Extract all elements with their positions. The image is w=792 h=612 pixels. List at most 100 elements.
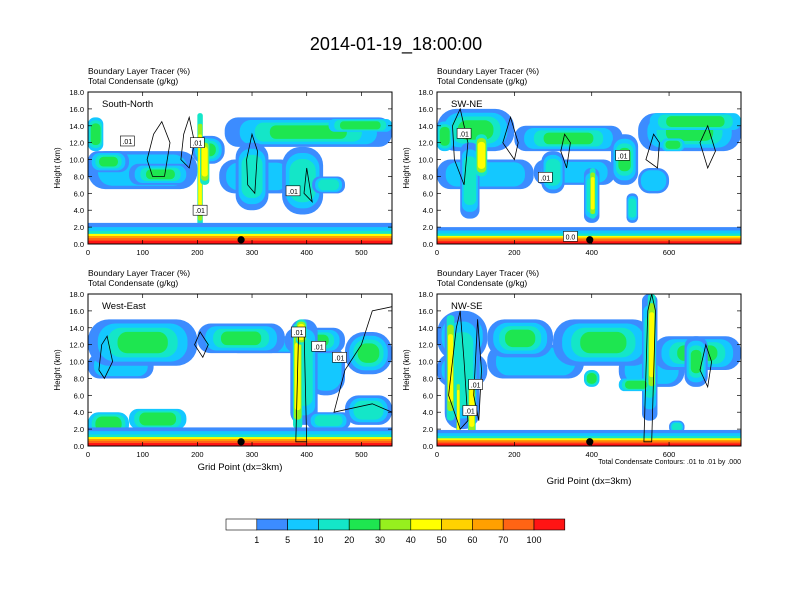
x-tick-label: 100 bbox=[136, 248, 149, 257]
tracer-column bbox=[590, 177, 595, 210]
condensate-contour bbox=[452, 107, 469, 186]
colorbar: 1 5 10 20 30 40 50 60 70 100 bbox=[225, 518, 566, 545]
contour-label-box bbox=[537, 171, 553, 183]
y-tick-label: 10.0 bbox=[418, 358, 433, 367]
condensate-contour bbox=[502, 115, 519, 161]
cloud-edge bbox=[640, 170, 667, 192]
cloud-core bbox=[666, 116, 725, 127]
y-tick-label: 6.0 bbox=[74, 189, 84, 198]
upper-cloud-band bbox=[220, 331, 262, 346]
panel-sw-ne: .01 .01 .01 0.0 0.0 2.0 4.0 6.0 8.0 10.0 12.0 14.0 1… bbox=[402, 66, 742, 257]
convective-tower bbox=[671, 422, 682, 432]
colorbar-label: 60 bbox=[467, 535, 477, 545]
upper-cloud-band bbox=[505, 329, 536, 348]
upper-cloud-band bbox=[117, 331, 168, 354]
contour-label: .01 bbox=[335, 355, 345, 362]
figure-title: 2014-01-19_18:00:00 bbox=[310, 34, 482, 55]
y-tick-label: 16.0 bbox=[69, 307, 84, 316]
y-tick-label: 10.0 bbox=[69, 156, 84, 165]
condensate-contour bbox=[560, 133, 571, 169]
y-tick-label: 18.0 bbox=[69, 88, 84, 97]
subtitle-line2: Total Condensate (g/kg) bbox=[437, 278, 527, 288]
contour-label-box bbox=[462, 405, 478, 416]
contour-label-box bbox=[615, 150, 630, 161]
y-tick-label: 16.0 bbox=[69, 105, 84, 114]
panel-label: NW-SE bbox=[451, 301, 483, 312]
x-tick-label: 0 bbox=[435, 248, 439, 257]
tracer-column bbox=[448, 334, 454, 402]
y-tick-label: 0.0 bbox=[423, 240, 433, 249]
y-tick-label: 12.0 bbox=[418, 341, 433, 350]
colorbar-swatch bbox=[379, 518, 412, 531]
y-tick-label: 8.0 bbox=[423, 374, 433, 383]
colorbar-label: 1 bbox=[254, 535, 259, 545]
y-tick-label: 8.0 bbox=[74, 172, 84, 181]
convective-tower bbox=[628, 198, 637, 218]
heatmap-field: .01 .01 .01 .01 bbox=[88, 92, 392, 244]
y-tick-label: 2.0 bbox=[74, 425, 84, 434]
upper-cloud-band bbox=[99, 156, 118, 167]
contour-label: .01 bbox=[540, 175, 550, 182]
colorbar-label: 30 bbox=[375, 535, 385, 545]
x-tick-label: 200 bbox=[191, 450, 204, 459]
station-marker bbox=[586, 438, 594, 446]
y-tick-label: 18.0 bbox=[418, 88, 433, 97]
upper-cloud-band bbox=[543, 132, 594, 145]
convective-tower bbox=[463, 156, 477, 205]
y-tick-label: 14.0 bbox=[69, 122, 84, 131]
colorbar-swatch bbox=[533, 518, 566, 531]
cloud-core bbox=[586, 373, 597, 384]
panel-label: South-North bbox=[102, 99, 153, 110]
contour-label-box bbox=[120, 135, 135, 147]
contour-label: .01 bbox=[465, 409, 475, 416]
contour-label: .01 bbox=[122, 139, 132, 146]
colorbar-swatch bbox=[287, 518, 319, 531]
contour-label-box bbox=[332, 352, 347, 363]
y-tick-label: 6.0 bbox=[74, 391, 84, 400]
y-tick-label: 6.0 bbox=[423, 189, 433, 198]
upper-cloud-band bbox=[580, 331, 627, 354]
upper-cloud-band bbox=[690, 349, 702, 374]
y-tick-label: 2.0 bbox=[423, 425, 433, 434]
panel-frame bbox=[436, 91, 742, 245]
convective-tower bbox=[241, 154, 263, 199]
convective-tower bbox=[353, 400, 384, 420]
contour-label: 0.0 bbox=[566, 234, 576, 241]
x-tick-label: 600 bbox=[663, 450, 676, 459]
tracer-column bbox=[649, 312, 655, 378]
subtitle-line1: Boundary Layer Tracer (%) bbox=[437, 66, 539, 76]
y-tick-label: 12.0 bbox=[69, 139, 84, 148]
upper-cloud-band bbox=[357, 343, 380, 363]
cloud-core bbox=[90, 123, 101, 146]
y-tick-label: 10.0 bbox=[69, 358, 84, 367]
heatmap-field: .01 .01 .01 0.0 bbox=[437, 92, 741, 244]
colorbar-label: 40 bbox=[406, 535, 416, 545]
contour-label-box bbox=[291, 326, 306, 338]
x-tick-label: 300 bbox=[246, 450, 259, 459]
x-tick-label: 400 bbox=[300, 248, 313, 257]
condensate-contour bbox=[699, 124, 716, 170]
x-tick-label: 200 bbox=[191, 248, 204, 257]
x-tick-label: 500 bbox=[355, 248, 368, 257]
condensate-contour bbox=[246, 132, 258, 195]
station-marker bbox=[237, 438, 245, 446]
subtitle-line2: Total Condensate (g/kg) bbox=[88, 76, 178, 86]
colorbar-swatch bbox=[225, 518, 258, 531]
y-tick-label: 2.0 bbox=[74, 223, 84, 232]
contour-label: .01 bbox=[471, 382, 481, 389]
y-axis-label: Height (km) bbox=[53, 349, 62, 391]
y-tick-label: 4.0 bbox=[74, 206, 84, 215]
condensate-contour bbox=[194, 331, 209, 359]
contour-label: .01 bbox=[314, 344, 324, 351]
y-tick-label: 8.0 bbox=[423, 172, 433, 181]
y-tick-label: 14.0 bbox=[418, 122, 433, 131]
y-tick-label: 14.0 bbox=[418, 324, 433, 333]
colorbar-swatch bbox=[348, 518, 381, 531]
contour-label-box bbox=[190, 137, 205, 148]
condensate-contour bbox=[98, 335, 114, 380]
x-axis-label: Grid Point (dx=3km) bbox=[198, 462, 283, 473]
condensate-contour bbox=[180, 115, 196, 169]
subtitle-line1: Boundary Layer Tracer (%) bbox=[437, 268, 539, 278]
